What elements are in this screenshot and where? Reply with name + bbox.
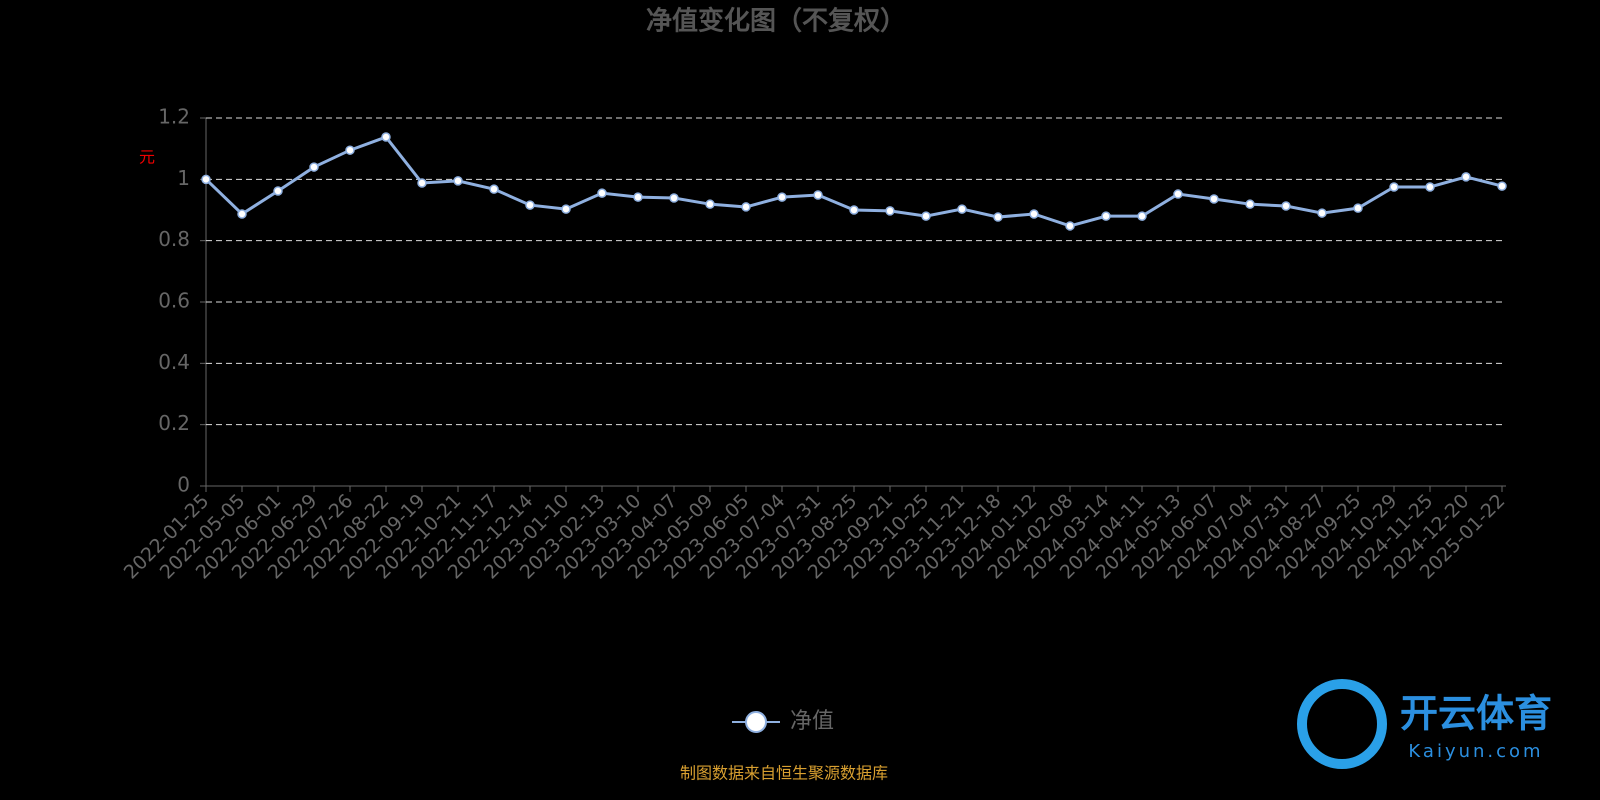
- y-tick-label: 0.6: [158, 289, 190, 313]
- point: [345, 145, 355, 155]
- point: [417, 178, 427, 188]
- point: [1317, 208, 1327, 218]
- point: [1209, 194, 1219, 204]
- source-note: 制图数据来自恒生聚源数据库: [680, 764, 888, 783]
- point: [561, 204, 571, 214]
- point: [1353, 203, 1363, 213]
- point: [1461, 172, 1471, 182]
- watermark: 开云体育 Kaiyun.com: [1297, 679, 1552, 769]
- point: [1065, 221, 1075, 231]
- point: [453, 176, 463, 186]
- point: [201, 174, 211, 185]
- point: [1425, 182, 1435, 192]
- point: [993, 212, 1003, 222]
- point: [1173, 189, 1183, 199]
- point: [597, 188, 607, 198]
- y-tick-label: 0.2: [158, 411, 190, 435]
- point: [921, 211, 931, 221]
- y-tick-label: 0: [177, 473, 190, 497]
- point: [705, 199, 715, 209]
- point: [669, 193, 679, 203]
- point: [309, 162, 319, 172]
- y-tick-label: 1.2: [158, 105, 190, 129]
- point: [741, 202, 751, 212]
- point: [381, 132, 391, 142]
- point: [489, 184, 499, 194]
- legend-marker: [745, 711, 767, 733]
- point: [957, 204, 967, 214]
- y-tick-label: 0.8: [158, 227, 190, 251]
- logo: [1297, 679, 1387, 769]
- chart-title: 净值变化图（不复权）: [646, 6, 906, 37]
- point: [1101, 211, 1111, 221]
- y-tick-label: 0.4: [158, 350, 190, 374]
- point: [1497, 181, 1507, 191]
- point: [1137, 211, 1147, 221]
- brand-url: Kaiyun.com: [1408, 741, 1543, 762]
- point: [633, 192, 643, 202]
- point: [1029, 209, 1039, 219]
- point: [525, 200, 535, 210]
- brand: 开云体育: [1400, 692, 1552, 736]
- point: [1281, 201, 1291, 211]
- point: [237, 209, 247, 219]
- y-axis-label: 元: [139, 148, 155, 167]
- point: [777, 192, 787, 202]
- y-tick-label: 1: [177, 166, 190, 190]
- point: [1245, 199, 1255, 209]
- point: [849, 205, 859, 215]
- legend-label: 净值: [790, 709, 834, 734]
- point: [813, 190, 823, 200]
- point: [1389, 182, 1399, 192]
- point: [273, 186, 283, 196]
- point: [885, 206, 895, 216]
